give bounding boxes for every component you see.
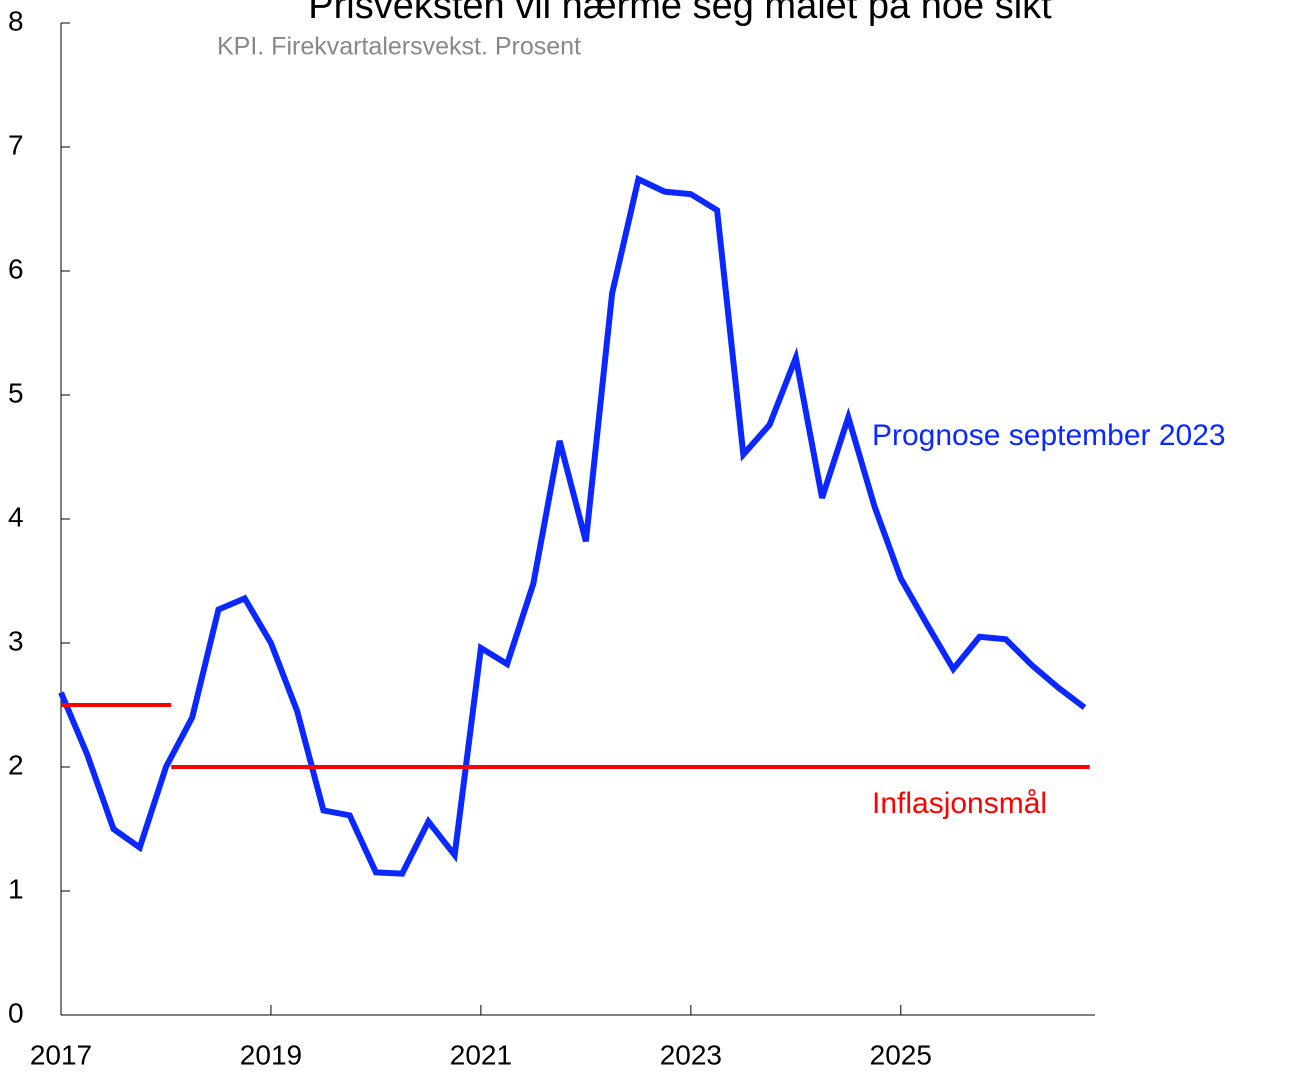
y-tick-label: 2 <box>8 749 24 780</box>
y-tick-label: 8 <box>8 5 24 36</box>
x-tick-label: 2021 <box>450 1039 512 1070</box>
y-tick-label: 6 <box>8 253 24 284</box>
y-tick-label: 5 <box>8 377 24 408</box>
chart-subtitle: KPI. Firekvartalersvekst. Prosent <box>217 33 581 61</box>
y-tick-label: 0 <box>8 997 24 1028</box>
chart-title: Prisveksten vil nærme seg målet på noe s… <box>308 0 1052 27</box>
series-line <box>61 703 1090 769</box>
series-label: Prognose september 2023 <box>872 419 1226 452</box>
x-tick-label: 2019 <box>240 1039 302 1070</box>
y-tick-label: 1 <box>8 873 24 904</box>
y-tick-label: 7 <box>8 129 24 160</box>
x-tick-label: 2017 <box>30 1039 92 1070</box>
series-label: Inflasjonsmål <box>872 787 1047 820</box>
y-tick-label: 3 <box>8 625 24 656</box>
series-line <box>58 174 1087 877</box>
x-tick-label: 2025 <box>870 1039 932 1070</box>
x-tick-label: 2023 <box>660 1039 722 1070</box>
y-tick-label: 4 <box>8 501 24 532</box>
